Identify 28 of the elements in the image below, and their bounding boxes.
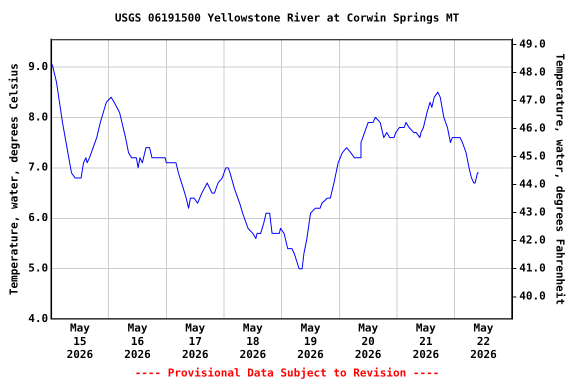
y-tick-label: 9.0 [28,60,48,73]
x-tick-label: May 18 2026 [240,322,266,362]
chart-title: USGS 06191500 Yellowstone River at Corwin Springs MT [114,11,460,24]
text: ---- Provisional Data Subject to Revision ---- [134,366,440,380]
y2-tick-label: 48.0 [519,65,546,78]
y2-tick-label: 47.0 [519,93,546,106]
y-tick-label: 5.0 [28,262,48,275]
x-tick-label: May 19 2026 [297,322,324,362]
y2-tick-label: 49.0 [519,37,546,50]
y2-tick-label: 46.0 [519,121,546,134]
y-axis-title: Temperature, water, degrees Celsius [7,63,20,296]
x-tick-label: May 21 2026 [412,322,440,362]
y2-tick-label: 44.0 [519,178,546,191]
y-tick-label: 4.0 [28,312,48,326]
x-tick-label: May 22 2026 [470,322,498,362]
y-tick-label: 7.0 [28,160,48,174]
x-tick-label: May 15 2026 [66,322,94,362]
y2-tick-label: 45.0 [519,149,546,162]
y-tick-label: 6.0 [28,211,48,224]
y2-tick-label: 42.0 [519,234,546,247]
x-tick-label: May 17 2026 [182,322,209,362]
y2-tick-label: 40.0 [519,290,546,303]
x-tick-label: May 16 2026 [124,322,152,362]
x-tick-label: May 20 2026 [354,322,382,362]
y2-tick-label: 41.0 [519,262,546,275]
y2-tick-label: 43.0 [519,206,546,219]
y2-axis-title: Temperature, water, degrees Fahrenheit [554,53,567,306]
y-tick-label: 8.0 [28,110,48,124]
